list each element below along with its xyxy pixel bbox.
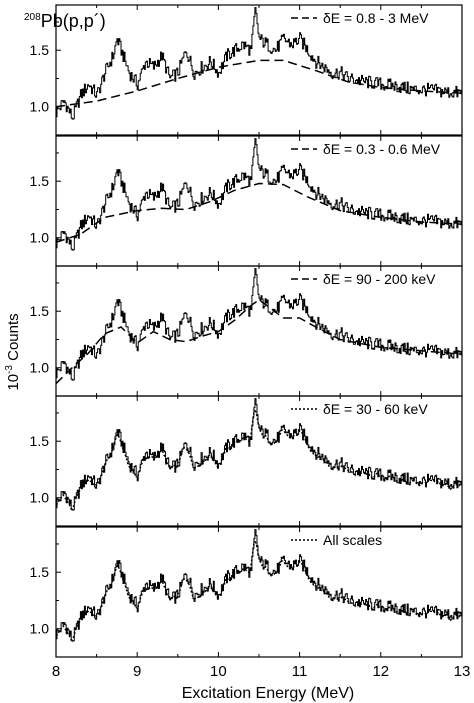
y-tick-label: 1.0 xyxy=(30,360,50,376)
panel-1: 1.0 1.5 δE = 0.8 - 3 MeV xyxy=(30,4,463,136)
legend-label: δE = 0.3 - 0.6 MeV xyxy=(323,141,441,157)
reconstruction-curve xyxy=(55,409,463,511)
panel-5: 1.0 1.5 All scales xyxy=(30,526,463,658)
x-tick-label: 11 xyxy=(292,663,308,680)
measured-spectrum xyxy=(56,138,463,251)
panel-2: 1.0 1.5 δE = 0.3 - 0.6 MeV xyxy=(30,135,463,267)
x-tick-label: 12 xyxy=(372,663,389,680)
reaction-label-sup: 208 xyxy=(24,12,41,23)
y-tick-label: 1.5 xyxy=(30,564,50,580)
reaction-label-text: Pb(p,p´) xyxy=(41,11,106,31)
panels-group: 1.0 1.5 δE = 0.8 - 3 MeV 1.0 1.5 δE = 0.3 - 0… xyxy=(30,4,463,658)
legend-label: δE = 0.8 - 3 MeV xyxy=(323,10,429,26)
y-tick-label: 1.5 xyxy=(30,42,50,58)
y-tick-label: 1.0 xyxy=(30,230,50,246)
y-tick-label: 1.0 xyxy=(30,490,50,506)
y-tick-label: 1.5 xyxy=(30,303,50,319)
reaction-label: 208Pb(p,p´) xyxy=(24,11,106,31)
y-axis-label: 10-3 Counts xyxy=(4,313,22,390)
y-axis-label-exponent: -3 xyxy=(4,365,15,374)
x-tick-label: 10 xyxy=(210,663,227,680)
x-axis-tick-labels: 8 9 10 11 12 13 xyxy=(52,663,471,680)
x-axis-label: Excitation Energy (MeV) xyxy=(182,685,355,702)
x-tick-label: 9 xyxy=(133,663,141,680)
legend-label: All scales xyxy=(323,532,382,548)
reconstruction-curve xyxy=(55,182,463,244)
y-tick-label: 1.5 xyxy=(30,173,50,189)
reconstruction-curve xyxy=(55,59,463,108)
y-axis-label-base: 10 xyxy=(5,374,22,391)
legend-label: δE = 90 - 200 keV xyxy=(323,271,436,287)
legend-label: δE = 30 - 60 keV xyxy=(323,401,428,417)
measured-spectrum xyxy=(56,268,463,381)
y-tick-label: 1.0 xyxy=(30,621,50,637)
measured-spectrum xyxy=(56,529,463,642)
y-axis-label-unit: Counts xyxy=(5,313,22,365)
panel-4: 1.0 1.5 δE = 30 - 60 keV xyxy=(30,395,463,527)
x-tick-label: 13 xyxy=(454,663,471,680)
measured-spectrum xyxy=(56,7,463,120)
x-tick-label: 8 xyxy=(52,663,60,680)
panel-3: 1.0 1.5 δE = 90 - 200 keV xyxy=(30,265,463,397)
y-tick-label: 1.0 xyxy=(30,99,50,115)
panel-frame xyxy=(55,526,463,658)
reconstruction-curve xyxy=(55,298,463,385)
y-tick-label: 1.5 xyxy=(30,433,50,449)
reconstruction-curve xyxy=(55,540,463,642)
